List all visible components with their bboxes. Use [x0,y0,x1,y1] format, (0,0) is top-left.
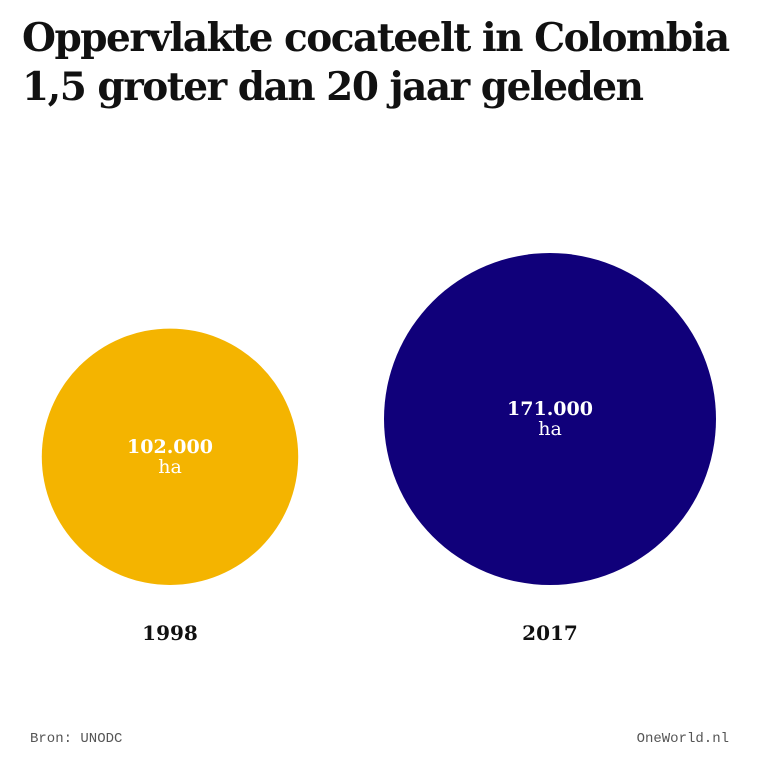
bubble-unit-label-2017: ha [538,418,562,440]
source-label: Bron: UNODC [30,731,123,747]
brand-label: OneWorld.nl [636,731,729,747]
bubble-unit-label-1998: ha [158,456,182,478]
year-label-1998: 1998 [142,621,198,645]
title-line-2: 1,5 groter dan 20 jaar geleden [22,64,644,110]
bubble-1998 [41,328,299,585]
title-line-1: Oppervlakte cocateelt in Colombia [22,15,730,61]
bubble-2017 [384,253,716,585]
bubble-value-label-1998: 102.000 [127,436,213,458]
chart-title: Oppervlakte cocateelt in Colombia 1,5 gr… [22,14,742,112]
bubble-value-label-2017: 171.000 [507,398,593,420]
year-label-2017: 2017 [522,621,578,645]
